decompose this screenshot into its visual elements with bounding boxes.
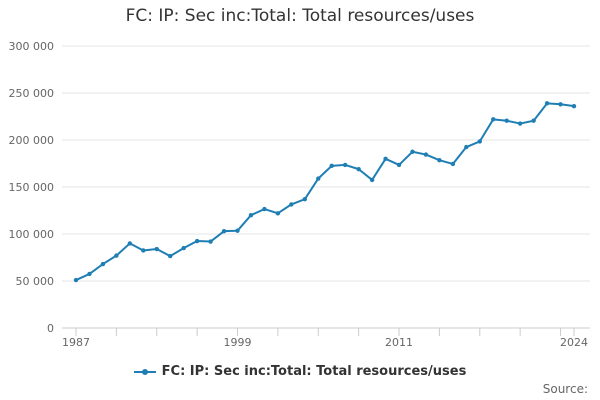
data-point	[100, 261, 106, 267]
series-line	[75, 102, 575, 281]
data-point	[450, 161, 456, 167]
data-point	[329, 163, 334, 169]
data-point	[262, 206, 267, 212]
data-point	[289, 202, 294, 207]
source-label: Source:	[542, 382, 588, 396]
data-point	[396, 162, 402, 168]
data-point	[544, 101, 550, 106]
data-point	[302, 197, 308, 202]
y-tick-label: 300 000	[9, 40, 55, 53]
data-point	[558, 102, 563, 107]
data-point	[531, 118, 536, 123]
data-point	[221, 228, 227, 234]
x-tick-label: 2011	[385, 336, 413, 349]
data-point	[369, 177, 375, 183]
legend[interactable]: FC: IP: Sec inc:Total: Total resources/u…	[0, 364, 600, 379]
data-point	[87, 271, 92, 277]
y-tick-label: 250 000	[9, 87, 55, 100]
data-point	[316, 176, 321, 181]
y-tick-label: 0	[47, 322, 54, 335]
data-point	[141, 248, 146, 253]
data-point	[464, 144, 469, 150]
data-point	[504, 118, 509, 123]
legend-line-icon	[133, 368, 156, 375]
data-point	[208, 239, 213, 244]
data-point	[235, 228, 240, 233]
y-tick-label: 100 000	[9, 228, 55, 241]
data-point	[275, 211, 281, 216]
data-point	[127, 241, 133, 246]
data-point	[423, 152, 429, 157]
data-point	[477, 139, 482, 144]
data-point	[194, 238, 200, 244]
y-tick-label: 50 000	[16, 275, 55, 288]
chart-title: FC: IP: Sec inc:Total: Total resources/u…	[125, 6, 475, 26]
data-point	[517, 121, 523, 126]
y-tick-label: 200 000	[9, 134, 55, 147]
y-tick-label: 150 000	[9, 181, 55, 194]
data-point	[73, 277, 79, 283]
x-tick-label: 2024	[560, 336, 588, 349]
x-tick-label: 1987	[62, 336, 90, 349]
data-point	[410, 149, 415, 154]
data-point	[248, 213, 254, 218]
data-point	[491, 117, 496, 122]
data-point	[571, 103, 577, 109]
data-point	[154, 246, 159, 252]
data-point	[383, 156, 388, 161]
data-point	[168, 253, 173, 259]
data-point	[356, 166, 361, 172]
data-point	[114, 253, 119, 258]
x-tick-label: 1999	[224, 336, 252, 349]
data-point	[437, 158, 442, 163]
data-point	[342, 162, 348, 168]
data-point	[181, 245, 186, 251]
legend-label: FC: IP: Sec inc:Total: Total resources/u…	[161, 364, 467, 379]
